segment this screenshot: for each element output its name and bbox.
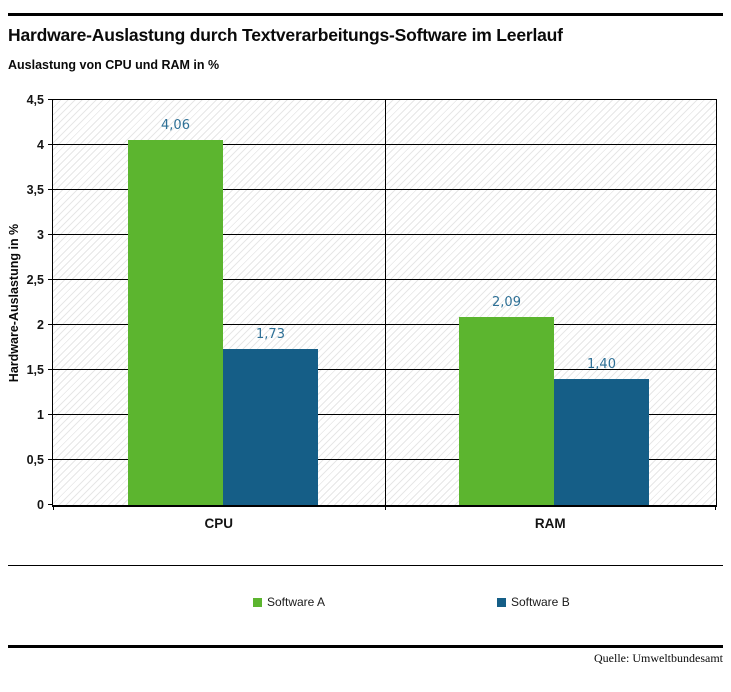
legend-label-software-a: Software A (267, 595, 326, 609)
y-tick-mark (48, 234, 53, 235)
legend: Software A Software B (0, 595, 731, 611)
chart-title: Hardware-Auslastung durch Textverarbeitu… (8, 25, 563, 45)
y-tick-label-4: 4 (37, 138, 44, 152)
gridline-y-2 (53, 324, 716, 325)
legend-item-software-a: Software A (253, 595, 325, 609)
plot-area: 4,06 1,73 2,09 1,40 (48, 99, 717, 510)
legend-separator-rule (8, 565, 723, 566)
y-tick-mark (48, 504, 53, 505)
value-label-ram-software-b: 1,40 (587, 357, 616, 372)
gridline-y-0,5 (53, 459, 716, 460)
x-category-label-cpu: CPU (204, 516, 234, 531)
gridline-y-4 (53, 144, 716, 145)
bar-ram-software-b (554, 379, 649, 505)
bar-cpu-software-a (128, 140, 223, 505)
value-label-ram-software-a: 2,09 (492, 295, 521, 310)
gridline-y-1,5 (53, 369, 716, 370)
y-axis-tick-labels: 0 0,5 1 1,5 2 2,5 3 3,5 4 4,5 (0, 93, 44, 512)
y-tick-label-0,5: 0,5 (26, 453, 44, 467)
bar-ram-software-a (459, 317, 554, 505)
x-tick-mark (53, 505, 54, 510)
legend-swatch-software-a (253, 597, 262, 607)
y-tick-mark (48, 369, 53, 370)
x-category-label-ram: RAM (534, 516, 566, 531)
y-tick-mark (48, 324, 53, 325)
legend-swatch-software-b (497, 597, 506, 607)
y-tick-mark (48, 144, 53, 145)
x-tick-mark (385, 505, 386, 510)
y-tick-label-4,5: 4,5 (26, 93, 44, 107)
y-tick-label-3: 3 (37, 228, 44, 242)
value-label-cpu-software-a: 4,06 (161, 118, 190, 133)
legend-label-software-b: Software B (511, 595, 570, 609)
bar-cpu-software-b (223, 349, 318, 505)
y-tick-mark (48, 99, 53, 100)
bottom-rule (8, 645, 723, 648)
y-tick-label-1: 1 (37, 408, 44, 422)
top-rule (8, 13, 723, 16)
y-tick-label-0: 0 (37, 498, 44, 512)
y-tick-mark (48, 459, 53, 460)
y-tick-label-2: 2 (37, 318, 44, 332)
x-tick-mark (715, 505, 716, 510)
gridline-y-3,5 (53, 189, 716, 190)
source-attribution: Quelle: Umweltbundesamt (594, 651, 723, 665)
gridline-y-1 (53, 414, 716, 415)
gridline-y-3 (53, 234, 716, 235)
y-tick-label-1,5: 1,5 (26, 363, 44, 377)
value-label-cpu-software-b: 1,73 (256, 327, 285, 342)
category-divider (385, 100, 386, 505)
gridline-y-2,5 (53, 279, 716, 280)
y-tick-mark (48, 414, 53, 415)
y-tick-mark (48, 189, 53, 190)
y-tick-label-3,5: 3,5 (26, 183, 44, 197)
y-tick-mark (48, 279, 53, 280)
y-tick-label-2,5: 2,5 (26, 273, 44, 287)
chart-subtitle: Auslastung von CPU und RAM in % (8, 58, 220, 72)
legend-item-software-b: Software B (497, 595, 570, 609)
